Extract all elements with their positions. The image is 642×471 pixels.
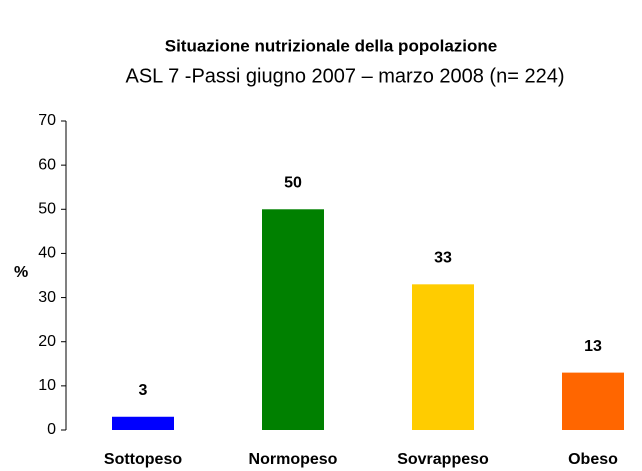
data-label: 50 xyxy=(284,175,302,192)
y-tick-label: 60 xyxy=(38,156,56,173)
y-tick-label: 30 xyxy=(38,289,56,306)
bar xyxy=(562,372,624,430)
x-tick-label: Obeso xyxy=(568,451,618,468)
bar xyxy=(412,284,474,430)
x-tick-label: Sottopeso xyxy=(104,451,182,468)
chart-title: Situazione nutrizionale della popolazion… xyxy=(165,36,497,55)
bar xyxy=(112,416,174,430)
y-tick-label: 20 xyxy=(38,333,56,350)
chart-subtitle: ASL 7 -Passi giugno 2007 – marzo 2008 (n… xyxy=(126,65,565,87)
x-tick-label: Normopeso xyxy=(249,451,338,468)
data-label: 13 xyxy=(584,338,602,355)
x-tick-label: Sovrappeso xyxy=(397,451,489,468)
data-label: 33 xyxy=(434,250,452,267)
y-axis-label: % xyxy=(14,264,28,281)
y-tick-label: 10 xyxy=(38,377,56,394)
bar xyxy=(262,209,324,430)
y-tick-label: 50 xyxy=(38,201,56,218)
y-tick-label: 70 xyxy=(38,112,56,129)
data-label: 3 xyxy=(139,382,148,399)
y-tick-label: 0 xyxy=(47,421,56,438)
y-tick-label: 40 xyxy=(38,245,56,262)
